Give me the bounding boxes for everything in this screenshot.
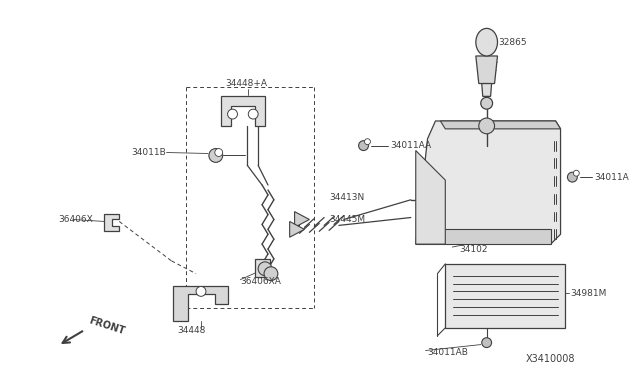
Text: 32865: 32865 <box>499 38 527 46</box>
Text: 34448+A: 34448+A <box>226 79 268 88</box>
Text: 34981M: 34981M <box>570 289 607 298</box>
Circle shape <box>258 262 272 276</box>
Circle shape <box>358 141 369 151</box>
Polygon shape <box>173 286 228 321</box>
Text: 36406X: 36406X <box>58 215 93 224</box>
Polygon shape <box>416 151 445 244</box>
Polygon shape <box>416 230 550 244</box>
Polygon shape <box>221 96 265 126</box>
Text: 34448: 34448 <box>177 326 205 335</box>
Circle shape <box>365 139 371 145</box>
Text: FRONT: FRONT <box>88 315 126 336</box>
Polygon shape <box>290 221 305 237</box>
Polygon shape <box>255 259 270 277</box>
Circle shape <box>482 338 492 347</box>
Circle shape <box>209 148 223 162</box>
Circle shape <box>248 109 258 119</box>
Circle shape <box>228 109 237 119</box>
Text: 34011A: 34011A <box>594 173 628 182</box>
Text: 34413N: 34413N <box>329 193 364 202</box>
Polygon shape <box>294 212 309 227</box>
Circle shape <box>481 97 493 109</box>
Polygon shape <box>104 214 119 231</box>
Circle shape <box>215 148 223 157</box>
Polygon shape <box>476 56 497 84</box>
Text: 34011AA: 34011AA <box>390 141 431 150</box>
Circle shape <box>573 170 579 176</box>
Text: 34102: 34102 <box>459 244 488 254</box>
Text: 34445M: 34445M <box>329 215 365 224</box>
Polygon shape <box>440 121 561 129</box>
Text: 34011AB: 34011AB <box>428 348 468 357</box>
Circle shape <box>264 267 278 280</box>
Polygon shape <box>416 121 561 244</box>
Circle shape <box>196 286 206 296</box>
Circle shape <box>479 118 495 134</box>
Ellipse shape <box>476 28 497 56</box>
Polygon shape <box>482 84 492 96</box>
Circle shape <box>568 172 577 182</box>
Text: X3410008: X3410008 <box>526 355 575 364</box>
Text: 34011B: 34011B <box>132 148 166 157</box>
Text: 36406XA: 36406XA <box>241 277 281 286</box>
Polygon shape <box>445 264 566 328</box>
